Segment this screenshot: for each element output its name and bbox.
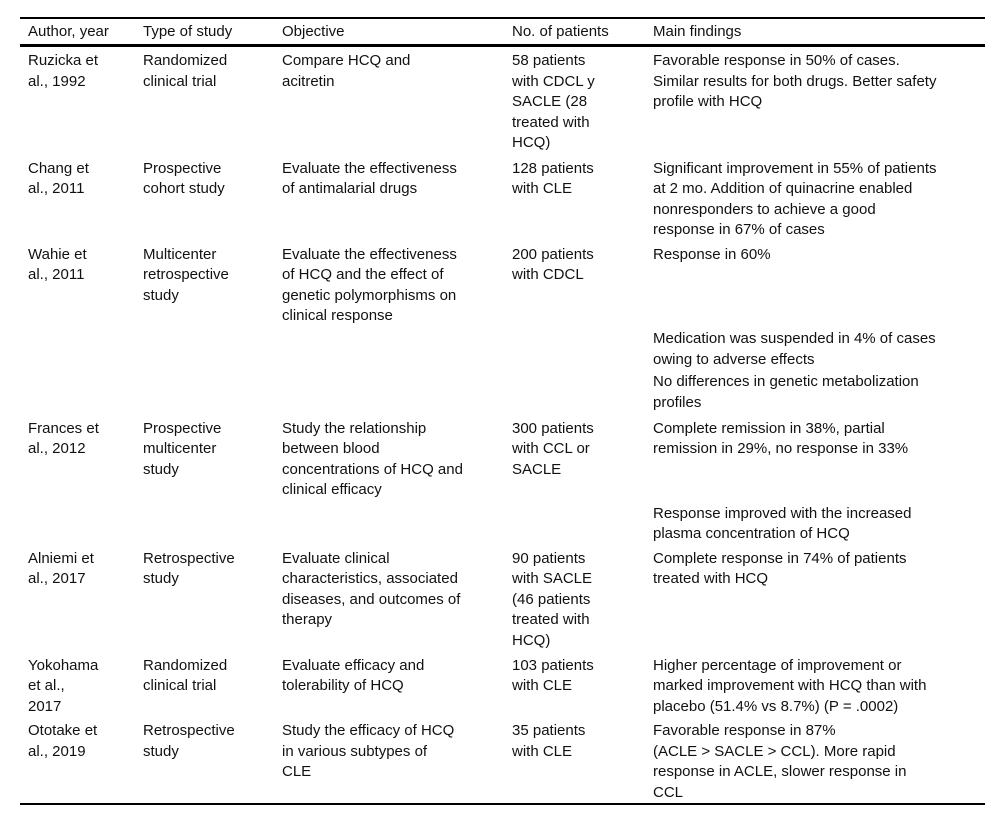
column-header-author-year: Author, year — [20, 18, 143, 47]
finding-paragraph: Favorable response in 87% (ACLE > SACLE … — [653, 722, 907, 801]
findings-cell: Complete remission in 38%, partial remis… — [653, 415, 985, 545]
objective-cell: Study the relationship between blood con… — [282, 419, 463, 499]
study-type-cell: Multicenter retrospective study — [143, 245, 229, 304]
finding-paragraph: Higher percentage of improvement or mark… — [653, 656, 927, 715]
author-cell: Chang et al., 2011 — [28, 159, 89, 198]
findings-cell: Higher percentage of improvement or mark… — [653, 652, 985, 718]
objective-cell: Evaluate the effectiveness of antimalari… — [282, 159, 457, 198]
finding-paragraph: Response in 60% — [653, 245, 771, 263]
table-header: Author, year Type of study Objective No.… — [20, 18, 985, 47]
patients-cell: 58 patients with CDCL y SACLE (28 treate… — [512, 52, 595, 151]
column-header-objective: Objective — [282, 18, 512, 47]
table-row: Alniemi et al., 2017 Retrospective study E… — [20, 545, 985, 652]
finding-paragraph: Favorable response in 50% of cases. Simi… — [653, 52, 937, 110]
table-row: Wahie et al., 2011 Multicenter retrospect… — [20, 241, 985, 415]
study-type-cell: Prospective cohort study — [143, 159, 225, 198]
author-cell: Alniemi et al., 2017 — [28, 549, 94, 588]
objective-cell: Compare HCQ and acitretin — [282, 52, 411, 90]
column-header-main-findings: Main findings — [653, 18, 985, 47]
patients-cell: 90 patients with SACLE (46 patients trea… — [512, 549, 593, 649]
study-type-cell: Prospective multicenter study — [143, 419, 222, 478]
column-header-no-of-patients: No. of patients — [512, 18, 653, 47]
objective-cell: Evaluate the effectiveness of HCQ and th… — [282, 245, 457, 325]
column-header-type-of-study: Type of study — [143, 18, 282, 47]
findings-cell: Favorable response in 50% of cases. Simi… — [653, 46, 985, 155]
findings-cell: Response in 60% Medication was suspended … — [653, 241, 985, 415]
patients-cell: 35 patients with CLE — [512, 722, 586, 760]
findings-cell: Significant improvement in 55% of patien… — [653, 155, 985, 241]
finding-paragraph: Complete response in 74% of patients tre… — [653, 549, 907, 588]
author-cell: Wahie et al., 2011 — [28, 245, 87, 284]
finding-paragraph: Significant improvement in 55% of patien… — [653, 159, 937, 239]
findings-cell: Complete response in 74% of patients tre… — [653, 545, 985, 652]
table-row: Ototake et al., 2019 Retrospective study S… — [20, 717, 985, 804]
patients-cell: 300 patients with CCL or SACLE — [512, 419, 594, 478]
study-type-cell: Randomized clinical trial — [143, 52, 228, 90]
finding-paragraph: Response improved with the increased pla… — [653, 504, 912, 543]
objective-cell: Study the efficacy of HCQ in various sub… — [282, 722, 455, 780]
objective-cell: Evaluate efficacy and tolerability of HC… — [282, 656, 425, 695]
table-row: Frances et al., 2012 Prospective multicen… — [20, 415, 985, 545]
study-type-cell: Retrospective study — [143, 549, 235, 588]
author-cell: Frances et al., 2012 — [28, 419, 99, 458]
table-row: Ruzicka et al., 1992 Randomized clinical … — [20, 46, 985, 155]
header-row: Author, year Type of study Objective No.… — [20, 18, 985, 47]
finding-paragraph: Complete remission in 38%, partial remis… — [653, 419, 909, 458]
objective-cell: Evaluate clinical characteristics, assoc… — [282, 549, 461, 629]
study-type-cell: Retrospective study — [143, 722, 235, 760]
author-cell: Ototake et al., 2019 — [28, 722, 98, 760]
study-type-cell: Randomized clinical trial — [143, 656, 228, 695]
studies-table-body: Ruzicka et al., 1992 Randomized clinical … — [20, 46, 985, 805]
table-container: Author, year Type of study Objective No.… — [20, 17, 985, 805]
finding-paragraph: Medication was suspended in 4% of cases … — [653, 330, 936, 368]
patients-cell: 128 patients with CLE — [512, 159, 594, 198]
author-cell: Yokohama et al., 2017 — [28, 656, 99, 715]
table-row: Chang et al., 2011 Prospective cohort stu… — [20, 155, 985, 241]
patients-cell: 103 patients with CLE — [512, 656, 594, 695]
finding-paragraph: No differences in genetic metabolization… — [653, 373, 919, 411]
patients-cell: 200 patients with CDCL — [512, 245, 594, 284]
author-cell: Ruzicka et al., 1992 — [28, 52, 99, 90]
findings-cell: Favorable response in 87% (ACLE > SACLE … — [653, 717, 985, 804]
studies-table: Author, year Type of study Objective No.… — [20, 17, 985, 805]
table-row: Yokohama et al., 2017 Randomized clinical… — [20, 652, 985, 718]
